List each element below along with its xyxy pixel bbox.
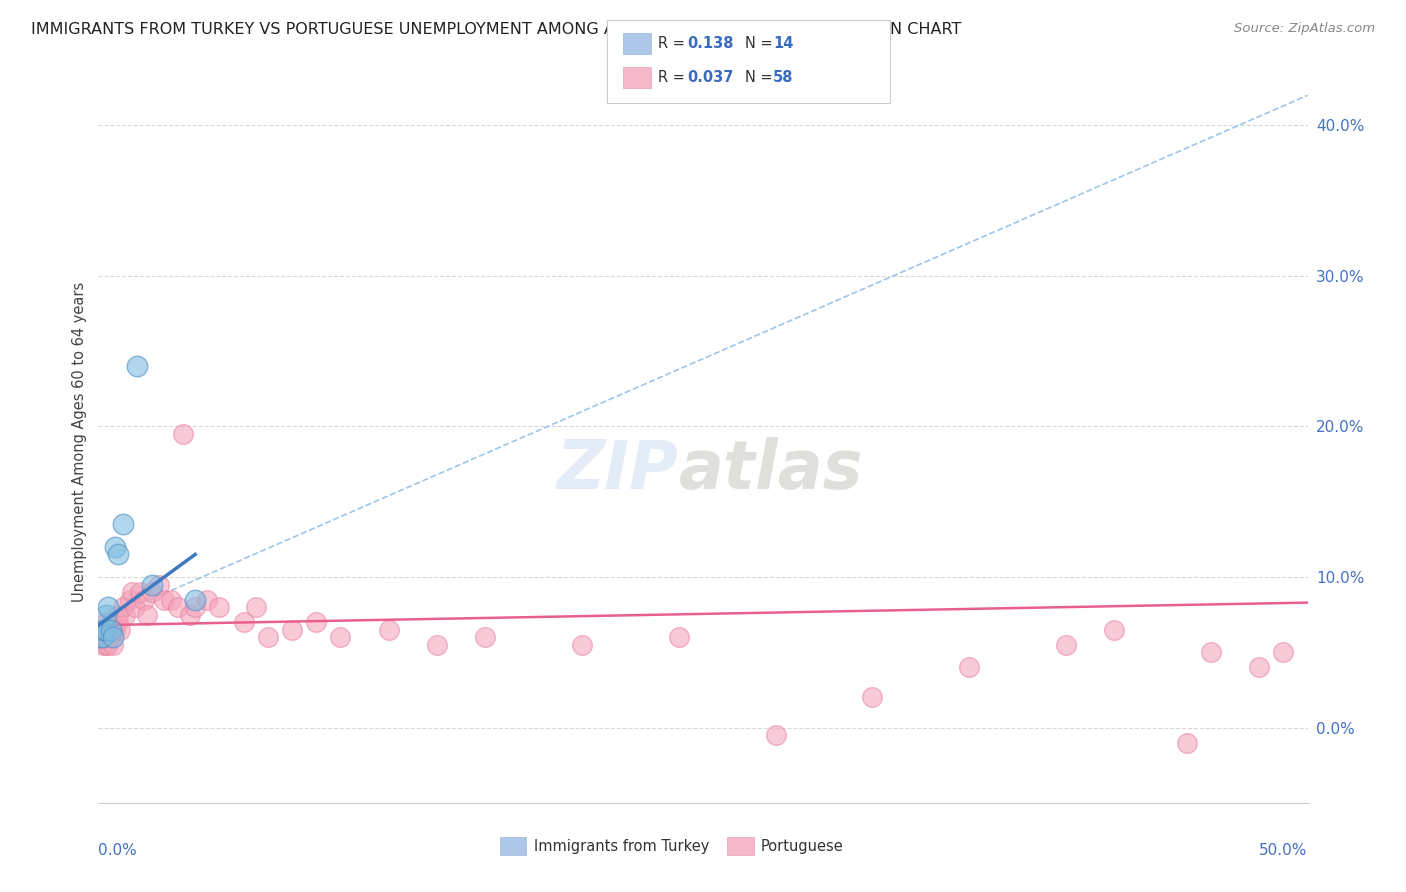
Point [101, 638, 124, 652]
Point [111, 600, 134, 615]
Text: 50.0%: 50.0% [1260, 843, 1308, 857]
Point [208, 600, 231, 615]
Point [128, 585, 150, 599]
Point [377, 623, 399, 637]
Point [141, 585, 163, 599]
Point [1175, 735, 1198, 749]
Text: 58: 58 [773, 70, 794, 85]
Point [94, 623, 117, 637]
Point [571, 638, 593, 652]
Text: N =: N = [745, 37, 778, 51]
Point [91, 623, 114, 637]
Point [91, 630, 114, 644]
Point [184, 592, 207, 607]
Point [172, 427, 194, 442]
Point [184, 600, 207, 615]
Point [100, 615, 122, 630]
Point [97, 638, 120, 652]
Point [124, 600, 146, 615]
Point [1199, 645, 1222, 659]
Point [91, 623, 114, 637]
Text: N =: N = [745, 70, 778, 85]
Point [104, 540, 127, 554]
Point [957, 660, 980, 674]
Point [94, 615, 117, 630]
Point [1102, 623, 1125, 637]
Point [245, 600, 267, 615]
Point [1054, 638, 1077, 652]
Point [152, 592, 174, 607]
Point [111, 517, 134, 532]
Point [107, 548, 129, 562]
Point [305, 615, 328, 630]
Text: IMMIGRANTS FROM TURKEY VS PORTUGUESE UNEMPLOYMENT AMONG AGES 60 TO 64 YEARS CORR: IMMIGRANTS FROM TURKEY VS PORTUGUESE UNE… [31, 22, 962, 37]
Point [118, 592, 141, 607]
Point [141, 577, 163, 591]
Point [100, 623, 122, 637]
Point [195, 592, 218, 607]
Point [474, 630, 496, 644]
Point [232, 615, 254, 630]
Point [179, 607, 201, 622]
Text: ZIP: ZIP [557, 437, 679, 503]
Text: atlas: atlas [679, 437, 863, 503]
Text: R =: R = [658, 37, 689, 51]
Bar [501, 838, 526, 855]
Text: 0.138: 0.138 [688, 37, 734, 51]
Point [121, 585, 143, 599]
Point [107, 615, 129, 630]
Text: 0.0%: 0.0% [98, 843, 138, 857]
Point [94, 638, 117, 652]
Point [426, 638, 449, 652]
Point [668, 630, 690, 644]
Point [94, 607, 117, 622]
Point [114, 607, 136, 622]
Point [1249, 660, 1271, 674]
Point [91, 638, 114, 652]
Point [134, 592, 156, 607]
Point [94, 623, 117, 637]
Point [101, 623, 124, 637]
Point [765, 728, 787, 742]
Point [90, 630, 112, 644]
Point [329, 630, 352, 644]
Point [135, 607, 157, 622]
Point [160, 592, 183, 607]
Text: 14: 14 [773, 37, 793, 51]
Point [1272, 645, 1295, 659]
Bar [727, 838, 754, 855]
Point [127, 359, 149, 374]
Point [100, 623, 122, 637]
Point [101, 630, 124, 644]
Text: R =: R = [658, 70, 689, 85]
Point [256, 630, 278, 644]
Point [91, 630, 114, 644]
Point [107, 607, 129, 622]
Y-axis label: Unemployment Among Ages 60 to 64 years: Unemployment Among Ages 60 to 64 years [72, 281, 87, 602]
Point [97, 600, 120, 615]
Point [90, 623, 112, 637]
Point [860, 690, 883, 705]
Point [148, 577, 170, 591]
Point [100, 630, 122, 644]
Point [94, 630, 117, 644]
Point [167, 600, 190, 615]
Point [104, 623, 127, 637]
Text: Immigrants from Turkey: Immigrants from Turkey [534, 838, 709, 854]
Point [97, 630, 120, 644]
Text: 0.037: 0.037 [688, 70, 734, 85]
Point [108, 623, 131, 637]
Point [90, 630, 112, 644]
Point [281, 623, 304, 637]
Text: Portuguese: Portuguese [761, 838, 844, 854]
Text: Source: ZipAtlas.com: Source: ZipAtlas.com [1234, 22, 1375, 36]
